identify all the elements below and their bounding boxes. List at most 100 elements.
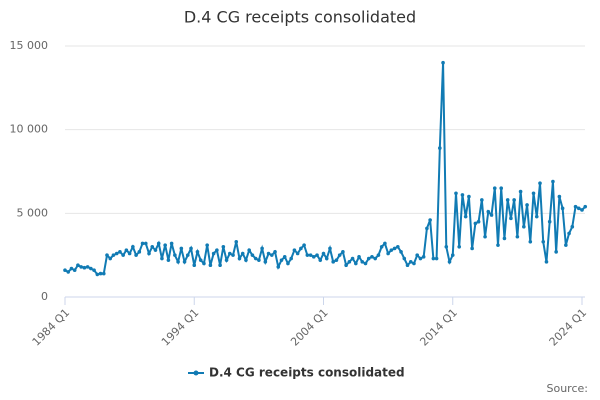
point — [234, 239, 239, 244]
point — [250, 253, 255, 257]
point — [576, 206, 581, 211]
point — [276, 265, 281, 269]
point — [541, 239, 546, 244]
point — [421, 255, 426, 259]
point — [147, 251, 151, 256]
point — [383, 241, 387, 246]
point — [257, 258, 261, 262]
point — [211, 251, 216, 256]
point — [483, 234, 487, 239]
point — [108, 256, 113, 261]
point — [544, 260, 549, 264]
point — [72, 268, 77, 273]
point — [111, 253, 116, 257]
point — [85, 265, 90, 269]
point — [227, 251, 232, 256]
point — [89, 266, 93, 271]
point — [418, 256, 423, 261]
point — [447, 260, 452, 264]
point — [528, 239, 533, 244]
point — [66, 270, 71, 274]
point — [282, 255, 287, 259]
point — [554, 250, 558, 254]
point — [160, 256, 164, 261]
point — [289, 256, 293, 261]
point — [363, 261, 368, 266]
point — [476, 219, 481, 224]
point — [134, 253, 138, 257]
point — [140, 241, 145, 246]
point — [538, 181, 542, 186]
point — [341, 250, 345, 254]
point — [324, 256, 329, 261]
point — [505, 198, 510, 202]
point — [467, 194, 471, 199]
point — [215, 248, 219, 252]
point — [512, 198, 516, 202]
point — [182, 260, 187, 264]
x-tick-label: 2024 Q1 — [547, 306, 590, 349]
point — [399, 250, 403, 254]
point — [492, 186, 497, 191]
point — [208, 263, 213, 268]
point — [63, 268, 67, 273]
point — [434, 256, 439, 261]
x-tick-label: 2014 Q1 — [417, 306, 460, 349]
y-tick-label: 5 000 — [17, 206, 49, 219]
point — [185, 253, 190, 257]
point — [560, 206, 565, 211]
point — [502, 236, 507, 241]
point — [360, 260, 365, 264]
point — [518, 189, 523, 194]
point — [221, 245, 226, 249]
point — [150, 245, 155, 249]
point — [266, 251, 271, 256]
point — [376, 253, 381, 257]
point — [379, 245, 384, 249]
point — [567, 231, 571, 236]
point — [496, 243, 500, 247]
x-tick-label: 2004 Q1 — [288, 306, 331, 349]
point — [386, 251, 390, 256]
x-tick-label: 1994 Q1 — [159, 306, 202, 349]
point — [114, 251, 119, 256]
point — [305, 253, 310, 257]
point — [583, 204, 588, 209]
point — [441, 60, 445, 65]
point — [486, 209, 491, 214]
point — [218, 263, 222, 268]
point — [334, 258, 339, 262]
point — [557, 194, 562, 199]
point — [450, 253, 455, 257]
point — [473, 221, 478, 226]
point — [260, 246, 264, 251]
y-tick-label: 15 000 — [10, 39, 49, 52]
point — [253, 256, 258, 261]
point — [531, 191, 536, 196]
point — [143, 241, 148, 246]
point — [370, 255, 374, 259]
y-tick-label: 10 000 — [10, 123, 49, 136]
point — [286, 261, 290, 266]
point — [392, 246, 397, 251]
chart-title: D.4 CG receipts consolidated — [184, 8, 416, 27]
point — [231, 253, 235, 257]
point — [198, 258, 203, 262]
point — [82, 265, 87, 270]
point — [173, 253, 177, 257]
point — [118, 250, 122, 254]
point — [354, 261, 358, 266]
point — [357, 255, 361, 259]
y-tick-label: 0 — [41, 290, 48, 303]
point — [408, 260, 413, 264]
point — [480, 198, 484, 202]
point — [315, 253, 319, 257]
point — [570, 224, 575, 229]
point — [98, 271, 103, 276]
source: Source: — [547, 382, 589, 395]
point — [321, 251, 326, 256]
point — [237, 256, 242, 261]
point — [263, 260, 268, 264]
point — [402, 256, 407, 261]
point — [337, 253, 342, 257]
